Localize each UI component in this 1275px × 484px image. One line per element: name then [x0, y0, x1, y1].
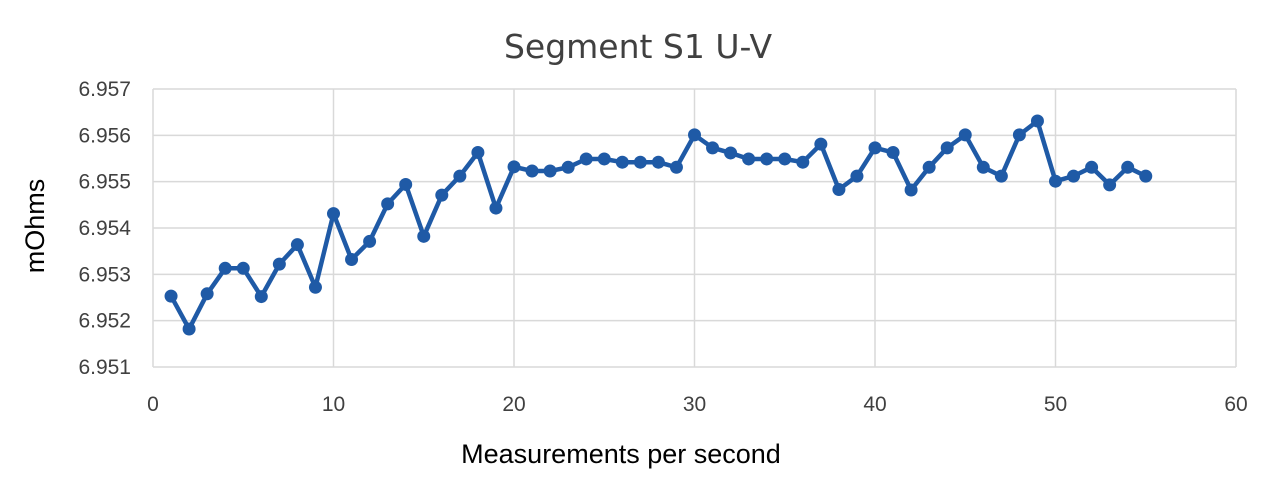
- data-point: [868, 141, 882, 155]
- x-axis-title: Measurements per second: [461, 439, 781, 469]
- data-point: [327, 207, 340, 221]
- data-point: [290, 238, 304, 252]
- data-point: [543, 164, 557, 178]
- data-point: [435, 188, 449, 202]
- data-point: [688, 128, 701, 142]
- data-point: [236, 261, 250, 275]
- data-point: [760, 152, 774, 166]
- data-point: [200, 287, 214, 301]
- data-point: [471, 145, 485, 159]
- data-point: [796, 155, 810, 169]
- data-point: [922, 160, 936, 174]
- data-point: [597, 152, 611, 166]
- data-point: [904, 183, 918, 197]
- data-point: [1103, 178, 1117, 192]
- data-point: [706, 141, 720, 155]
- x-tick-label: 20: [502, 393, 525, 416]
- data-point: [832, 183, 846, 197]
- data-point: [525, 164, 539, 178]
- y-tick-label: 6.955: [78, 171, 131, 194]
- y-tick-label: 6.956: [78, 124, 131, 147]
- data-point: [218, 261, 232, 275]
- y-tick-labels: 6.951 6.952 6.953 6.954 6.955 6.956 6.957: [78, 78, 131, 379]
- y-axis-title: mOhms: [20, 179, 50, 274]
- data-point: [399, 177, 413, 191]
- data-point: [561, 160, 575, 174]
- data-point: [363, 234, 377, 248]
- data-point: [633, 155, 647, 169]
- x-tick-label: 10: [322, 393, 345, 416]
- data-point: [958, 128, 972, 142]
- x-tick-label: 0: [147, 393, 159, 416]
- data-point: [1049, 174, 1062, 188]
- x-tick-labels: 0 10 20 30 40 50 60: [147, 393, 1248, 416]
- data-point: [164, 289, 178, 303]
- data-point: [778, 152, 792, 166]
- data-point: [976, 160, 990, 174]
- data-point: [1067, 169, 1081, 183]
- data-point: [272, 257, 286, 271]
- series-group: [164, 114, 1153, 336]
- data-point: [489, 201, 503, 215]
- data-point: [1085, 160, 1099, 174]
- y-tick-label: 6.954: [78, 217, 131, 240]
- y-tick-label: 6.951: [78, 356, 131, 379]
- data-point: [1030, 114, 1044, 128]
- data-point: [886, 145, 900, 159]
- data-point: [669, 160, 683, 174]
- data-point: [1012, 128, 1026, 142]
- data-point: [308, 280, 322, 294]
- data-point: [345, 253, 359, 267]
- data-point: [507, 160, 521, 174]
- x-tick-label: 60: [1224, 393, 1247, 416]
- data-point: [453, 169, 467, 183]
- data-point: [615, 155, 629, 169]
- x-tick-label: 40: [863, 393, 886, 416]
- data-point: [417, 229, 431, 243]
- data-point: [940, 141, 954, 155]
- data-point: [381, 197, 395, 211]
- data-point: [814, 137, 828, 151]
- data-point: [850, 169, 864, 183]
- x-tick-label: 50: [1044, 393, 1067, 416]
- series-line: [168, 118, 1149, 332]
- data-point: [742, 152, 756, 166]
- chart-title: Segment S1 U-V: [504, 27, 773, 66]
- data-point: [1139, 169, 1153, 183]
- data-point: [579, 152, 593, 166]
- data-point: [724, 146, 738, 160]
- y-tick-label: 6.953: [78, 263, 131, 286]
- data-point: [994, 169, 1008, 183]
- y-tick-label: 6.952: [78, 310, 131, 333]
- y-tick-label: 6.957: [78, 78, 131, 101]
- data-point: [651, 155, 665, 169]
- x-tick-label: 30: [683, 393, 706, 416]
- data-point: [1121, 160, 1135, 174]
- data-point: [254, 290, 268, 304]
- data-point: [182, 322, 196, 336]
